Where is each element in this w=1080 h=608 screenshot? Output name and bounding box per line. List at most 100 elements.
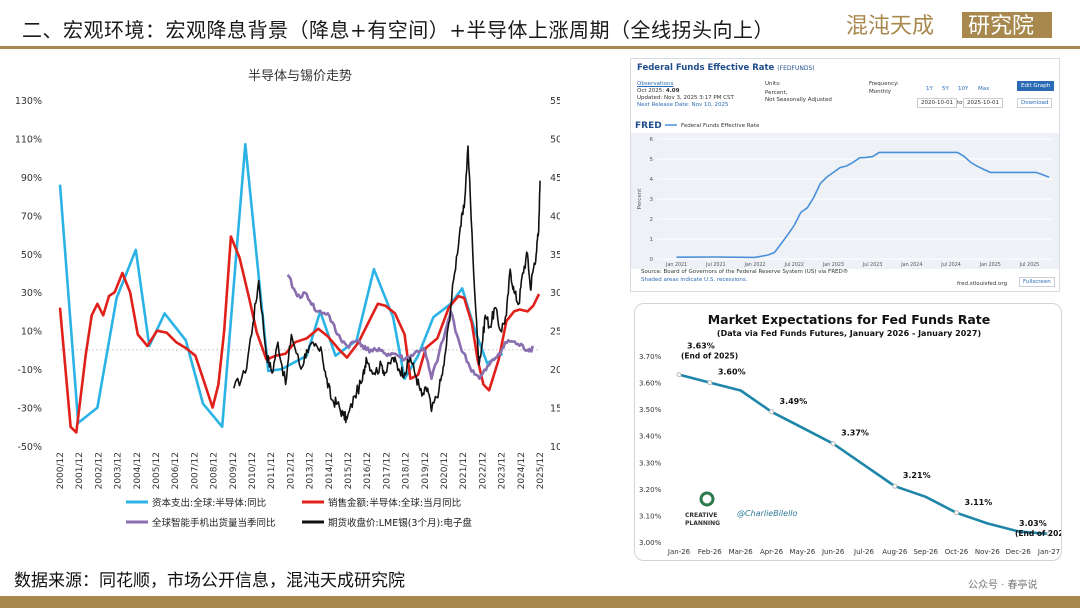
next-release-link[interactable]: Next Release Date: Nov 10, 2025 <box>637 102 729 108</box>
fred-x-tick: Jan 2022 <box>743 262 765 268</box>
mkt-marker <box>769 409 774 415</box>
x-tick-label: 2001/12 <box>75 452 85 489</box>
fred-x-tick: Jul 2024 <box>940 262 961 268</box>
market-title: Market Expectations for Fed Funds Rate <box>707 312 991 327</box>
tab-observations[interactable]: Observations <box>637 81 674 87</box>
fred-x-tick: Jan 2023 <box>822 262 844 268</box>
market-expectations-panel: Market Expectations for Fed Funds Rate (… <box>634 303 1062 561</box>
mkt-marker <box>830 441 836 447</box>
y-left-tick-label: 10% <box>21 327 42 338</box>
y-right-tick-label: 30000 <box>550 288 560 299</box>
fred-chart: FRED Federal Funds Effective Rate 0 1 2 3 4 5 6 P… <box>631 121 1059 269</box>
brand-handle: @CharlieBilello <box>737 509 798 518</box>
watermark: 公众号 · 春亭说 <box>968 580 1038 591</box>
x-tick-label: 2023/12 <box>498 452 508 489</box>
x-tick-label: 2011/12 <box>267 452 277 489</box>
mkt-data-note: (End of 2025) <box>681 352 738 361</box>
x-tick-label: 2019/12 <box>421 452 431 489</box>
x-tick-label: 2006/12 <box>171 452 181 489</box>
x-tick-label: 2016/12 <box>363 452 373 489</box>
mkt-x-tick: Aug-26 <box>882 548 908 556</box>
y-right-tick-label: 55000 <box>550 96 560 107</box>
mkt-data-label: 3.11% <box>965 498 993 507</box>
fullscreen-button[interactable]: Fullscreen <box>1019 277 1055 287</box>
fred-x-tick: Jan 2025 <box>979 262 1001 268</box>
mkt-data-label: 3.60% <box>718 368 746 377</box>
semiconductor-tin-chart: 半导体与锡价走势 -50% -30% -10% 10% 30% 50% 70% 90% 110% 1… <box>15 68 560 529</box>
mkt-data-label: 3.49% <box>780 397 808 406</box>
y-left-tick-label: -30% <box>17 404 42 415</box>
mkt-data-label: 3.37% <box>841 429 869 438</box>
x-tick-label: 2010/12 <box>248 452 258 489</box>
x-tick-label: 2022/12 <box>478 452 488 489</box>
y-left-tick-label: -10% <box>17 365 42 376</box>
x-tick-label: 2007/12 <box>190 452 200 489</box>
fred-panel: Federal Funds Effective Rate (FEDFUNDS) … <box>630 58 1060 292</box>
mkt-x-tick: Jul-26 <box>853 548 874 556</box>
fred-plot-bg <box>631 133 1059 269</box>
fred-logo: FRED <box>635 121 662 131</box>
x-tick-label: 2003/12 <box>114 452 124 489</box>
x-tick-label: 2009/12 <box>229 452 239 489</box>
obs-line: Oct 2025: 4.09 <box>637 88 680 94</box>
range-5y-button[interactable]: 5Y <box>939 85 952 93</box>
y-right-tick-label: 20000 <box>550 365 560 376</box>
mkt-marker <box>1046 531 1052 537</box>
fred-shade-note[interactable]: Shaded areas indicate U.S. recessions. <box>641 277 748 283</box>
slide-title: 二、宏观环境：宏观降息背景（降息+有空间）+半导体上涨周期（全线拐头向上） <box>22 18 775 42</box>
mkt-data-label: 3.21% <box>903 471 931 480</box>
fred-x-tick: Jan 2021 <box>665 262 687 268</box>
fred-x-tick: Jan 2024 <box>900 262 922 268</box>
mkt-x-tick: Apr-26 <box>760 548 784 556</box>
x-tick-label: 2005/12 <box>152 452 162 489</box>
logo-block <box>962 12 1052 38</box>
fred-x-tick: Jul 2022 <box>783 262 804 268</box>
x-tick-label: 2015/12 <box>344 452 354 489</box>
date-to-word: to <box>957 100 963 106</box>
edit-graph-button[interactable]: Edit Graph <box>1017 81 1055 91</box>
date-to-input[interactable]: 2025-10-01 <box>963 98 1003 108</box>
range-10y-button[interactable]: 10Y <box>955 85 972 93</box>
x-tick-label: 2018/12 <box>402 452 412 489</box>
fred-title: Federal Funds Effective Rate (FEDFUNDS) <box>637 63 815 73</box>
download-button[interactable]: Download <box>1017 98 1053 108</box>
mkt-x-tick: Jan-27 <box>1037 548 1060 556</box>
x-tick-label: 2012/12 <box>286 452 296 489</box>
legend-label: 销售金额:半导体:全球:当月同比 <box>328 497 461 509</box>
mkt-y-tick: 3.70% <box>639 353 662 361</box>
mkt-data-note: (End of 2026) <box>1015 529 1061 538</box>
units-label: Units: <box>765 81 781 87</box>
y-left-tick-label: -50% <box>17 442 42 453</box>
date-from-input[interactable]: 2020-10-01 <box>917 98 957 108</box>
mkt-x-tick: Feb-26 <box>698 548 722 556</box>
fred-legend-label: Federal Funds Effective Rate <box>681 123 760 129</box>
y-right-tick-label: 50000 <box>550 134 560 145</box>
mkt-y-tick: 3.20% <box>639 486 662 494</box>
x-tick-label: 2014/12 <box>325 452 335 489</box>
range-max-button[interactable]: Max <box>975 85 993 93</box>
mkt-y-tick: 3.40% <box>639 433 662 441</box>
y-right-tick-label: 35000 <box>550 250 560 261</box>
market-subtitle: (Data via Fed Funds Futures, January 202… <box>716 329 982 338</box>
frequency-label: Frequency: <box>869 81 899 87</box>
legend-label: 资本支出:全球:半导体:同比 <box>152 497 266 509</box>
y-right-tick-label: 10000 <box>550 442 560 453</box>
series-line-1 <box>58 235 541 434</box>
range-1y-button[interactable]: 1Y <box>923 85 936 93</box>
mkt-series-line <box>678 373 1050 536</box>
x-tick-label: 2000/12 <box>56 452 66 489</box>
y-left-tick-label: 30% <box>21 288 42 299</box>
x-tick-label: 2024/12 <box>517 452 527 489</box>
mkt-x-tick: Oct-26 <box>945 548 969 556</box>
mkt-marker <box>892 483 898 489</box>
footer-bar <box>0 596 1080 608</box>
logo-text-left: 混沌天成 <box>846 14 934 39</box>
y-left-tick-label: 70% <box>21 211 42 222</box>
series-line-2 <box>286 273 535 380</box>
fred-y-label: Percent <box>637 188 643 210</box>
mkt-data-label: 3.63% <box>687 342 715 351</box>
y-left-tick-label: 130% <box>15 96 42 107</box>
fred-y-tick: 2 <box>650 217 654 223</box>
fred-source-note: Source: Board of Governors of the Federa… <box>641 269 849 275</box>
